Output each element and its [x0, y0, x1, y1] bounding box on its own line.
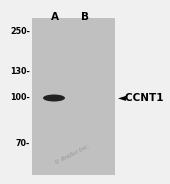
- Text: A: A: [51, 12, 59, 22]
- Bar: [32, 18, 115, 175]
- Ellipse shape: [43, 95, 65, 102]
- Text: © ProSci Inc.: © ProSci Inc.: [54, 144, 90, 166]
- Text: 130-: 130-: [10, 68, 30, 77]
- Text: B: B: [81, 12, 89, 22]
- Text: 70-: 70-: [16, 139, 30, 148]
- Text: 250-: 250-: [10, 27, 30, 36]
- Text: 100-: 100-: [10, 93, 30, 102]
- Text: ◄CCNT1: ◄CCNT1: [118, 93, 165, 103]
